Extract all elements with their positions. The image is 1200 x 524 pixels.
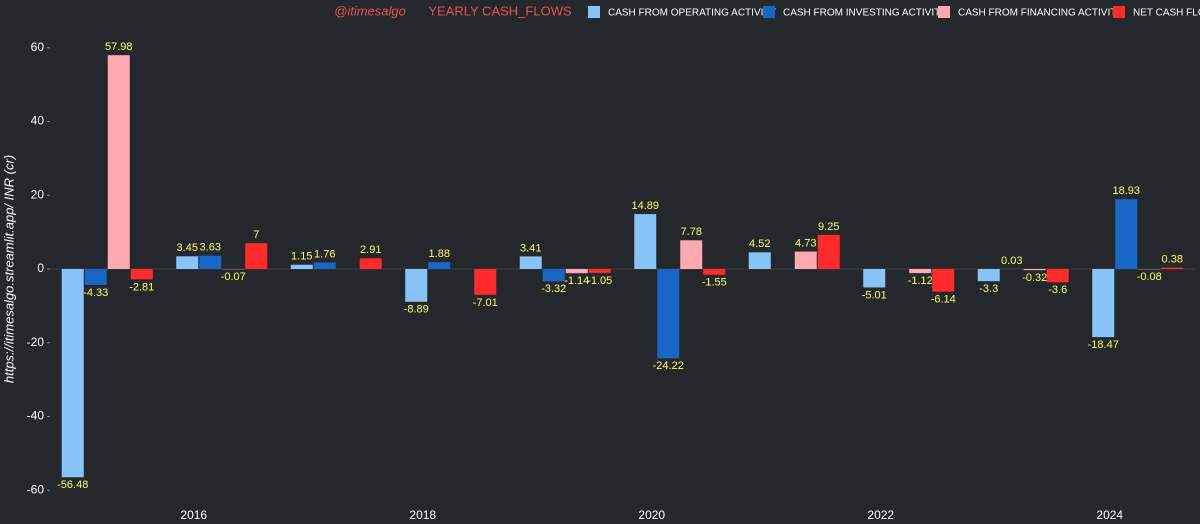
value-label: 57.98: [105, 41, 133, 53]
value-label: 1.15: [291, 251, 312, 263]
bar: [290, 264, 313, 269]
bar: [1023, 269, 1046, 271]
bar: [107, 55, 130, 270]
bar: [1115, 199, 1138, 269]
value-label: 7.78: [681, 226, 702, 238]
value-label: 3.45: [177, 242, 198, 254]
value-label: 4.52: [749, 238, 770, 250]
y-tick-label: 40: [31, 114, 45, 128]
bar: [817, 234, 840, 269]
legend-swatch: [1113, 6, 1125, 18]
bar: [794, 251, 817, 269]
value-label: 9.25: [818, 221, 839, 233]
legend-swatch: [588, 6, 600, 18]
value-label: -4.33: [83, 287, 108, 299]
bar: [703, 269, 726, 275]
bar: [909, 269, 932, 274]
value-label: -8.89: [404, 304, 429, 316]
value-label: -6.14: [931, 294, 956, 306]
bar: [199, 255, 222, 269]
bar: [863, 269, 886, 288]
bar: [1046, 269, 1069, 283]
bar: [519, 256, 542, 269]
x-tick-label: 2016: [180, 508, 207, 522]
bar: [313, 262, 336, 269]
y-tick-label: 20: [31, 187, 45, 201]
y-tick-label: -60: [27, 482, 45, 496]
bar: [977, 269, 1000, 282]
bar: [932, 269, 955, 292]
value-label: -2.81: [129, 281, 154, 293]
value-label: -3.3: [979, 283, 998, 295]
bar: [245, 243, 268, 269]
value-label: -1.12: [908, 275, 933, 287]
bar: [84, 269, 107, 285]
value-label: 3.63: [200, 242, 221, 254]
value-label: -0.08: [1137, 271, 1162, 283]
value-label: -0.32: [1022, 272, 1047, 284]
y-tick-label: 60: [31, 40, 45, 54]
value-label: 0.03: [1001, 255, 1022, 267]
value-label: -3.6: [1048, 284, 1067, 296]
value-label: -1.55: [702, 277, 727, 289]
bar: [634, 214, 657, 269]
value-label: -0.07: [221, 271, 246, 283]
y-tick-label: -40: [27, 409, 45, 423]
bar: [565, 269, 588, 274]
value-label: 2.91: [360, 244, 381, 256]
legend-label: CASH FROM OPERATING ACTIVITY: [608, 8, 776, 19]
x-tick-label: 2024: [1096, 508, 1123, 522]
value-label: -1.05: [587, 275, 612, 287]
y-tick-label: -20: [27, 335, 45, 349]
value-label: 1.76: [314, 248, 335, 260]
value-label: 4.73: [795, 237, 816, 249]
bar: [588, 269, 611, 273]
value-label: 3.41: [520, 242, 541, 254]
bar: [1092, 269, 1115, 338]
legend-swatch: [763, 6, 775, 18]
x-tick-label: 2022: [867, 508, 894, 522]
value-label: -1.14: [564, 275, 589, 287]
chart-subtitle: @itimesalgo: [334, 3, 406, 18]
bar: [428, 262, 451, 269]
value-label: -56.48: [57, 479, 88, 491]
value-label: -7.01: [473, 297, 498, 309]
value-label: -18.47: [1088, 339, 1119, 351]
bar: [130, 269, 153, 280]
legend-swatch: [938, 6, 950, 18]
value-label: 7: [253, 229, 259, 241]
x-tick-label: 2018: [409, 508, 436, 522]
value-label: 14.89: [631, 200, 659, 212]
legend-label: CASH FROM FINANCING ACTIVITY: [958, 8, 1123, 19]
bar: [61, 269, 84, 478]
value-label: 0.38: [1162, 254, 1183, 266]
bar: [748, 252, 771, 269]
legend-label: NET CASH FLOW: [1133, 8, 1200, 19]
bar: [542, 269, 565, 282]
y-tick-label: 0: [37, 261, 44, 275]
value-label: 1.88: [429, 248, 450, 260]
value-label: -3.32: [541, 283, 566, 295]
bar: [657, 269, 680, 359]
bar: [405, 269, 428, 302]
bar: [474, 269, 497, 295]
bar: [680, 240, 703, 269]
legend-label: CASH FROM INVESTING ACTIVITY: [783, 8, 947, 19]
value-label: 18.93: [1112, 185, 1140, 197]
bar: [1161, 267, 1184, 269]
chart-title: YEARLY CASH_FLOWS: [428, 3, 572, 18]
y-axis-label: https://itimesalgo.streamlit.app/ INR (c…: [1, 155, 16, 383]
value-label: -24.22: [653, 360, 684, 372]
x-tick-label: 2020: [638, 508, 665, 522]
bar: [176, 256, 199, 269]
value-label: -5.01: [862, 289, 887, 301]
bar: [359, 258, 382, 269]
